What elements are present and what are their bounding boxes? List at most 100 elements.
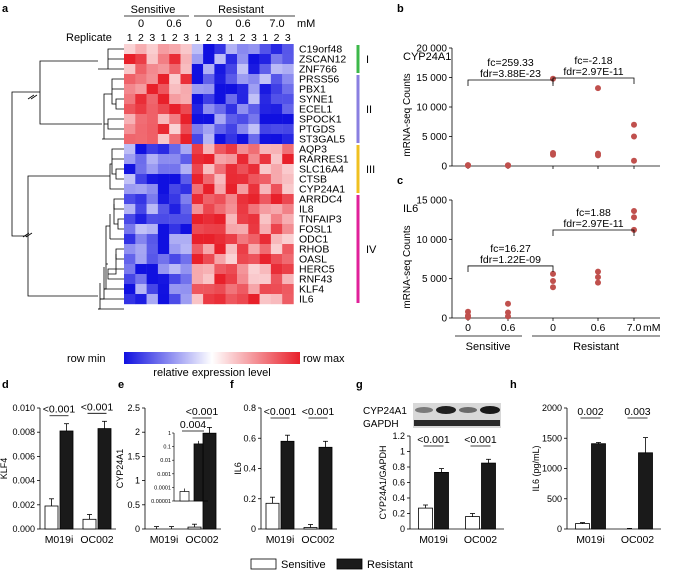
inset-bar (179, 491, 190, 502)
heatmap-cell (180, 134, 192, 145)
heatmap-cell (180, 174, 192, 185)
heatmap-cell (157, 144, 170, 155)
heatmap-cell (157, 214, 170, 225)
heatmap-cell (146, 124, 159, 135)
heatmap-cell (135, 134, 147, 145)
heatmap-cell (124, 164, 136, 175)
heatmap-cell (248, 84, 260, 95)
chart-e: 0 0.5 1 1.5 2 2.5 CYP24A1 M019i OC002 <0.001 0.000… (115, 403, 221, 546)
heatmap-cell (282, 254, 294, 265)
heatmap-legend: row min row max relative expression leve… (67, 352, 345, 379)
heatmap-cell (146, 204, 159, 215)
y-tick-label: 0 (251, 524, 256, 534)
heatmap-cell (191, 274, 204, 285)
heatmap-cell (124, 204, 136, 215)
y-tick-label: 1 (400, 447, 405, 457)
x-category-label: M019i (150, 534, 179, 546)
heatmap-cell (259, 284, 272, 295)
heatmap-cell (124, 74, 136, 85)
heatmap-cell (248, 94, 260, 105)
heatmap-cell (169, 164, 181, 175)
heatmap-cell (214, 64, 226, 75)
gene-label-ptgds: PTGDS (299, 124, 335, 136)
heatmap-cell (157, 284, 170, 295)
pvalue-label: <0.001 (43, 404, 76, 416)
panel-label-a: a (2, 3, 9, 15)
heatmap-cell (270, 104, 283, 115)
heatmap-cell (237, 84, 249, 95)
heatmap-cell (203, 214, 215, 225)
significance-bracket (552, 77, 635, 84)
heatmap-cell (214, 74, 226, 85)
heatmap-cell (191, 44, 204, 55)
pvalue-label: <0.001 (464, 434, 497, 446)
cluster-label-0: I (366, 54, 369, 66)
x-category-label: M019i (45, 534, 74, 546)
gene-label-herc5: HERC5 (299, 264, 335, 276)
data-point (631, 157, 637, 164)
heatmap-cell (214, 164, 226, 175)
gene-label-slc16a4: SLC16A4 (299, 164, 344, 176)
heatmap-cell (135, 244, 147, 255)
heatmap-cell (225, 164, 238, 175)
data-point (631, 208, 637, 214)
heatmap-cell (225, 264, 238, 275)
y-tick-label: 0.010 (12, 403, 35, 413)
heatmap-cell (248, 144, 260, 155)
heatmap-replicate-14: 3 (285, 32, 291, 44)
inset-y-tick-label: 0.0001 (154, 485, 171, 491)
heatmap-cell (146, 84, 159, 95)
heatmap-cell (146, 64, 159, 75)
y-axis-label: IL6 (233, 462, 243, 475)
heatmap-cell (248, 294, 260, 305)
heatmap-cell (169, 264, 181, 275)
gene-label-st3gal5: ST3GAL5 (299, 134, 345, 146)
heatmap-cell (135, 224, 147, 235)
scatter-x-tick-label-2: 0 (550, 322, 556, 334)
heatmap-cell (270, 274, 283, 285)
heatmap-cell (135, 114, 147, 125)
heatmap-group-sensitive: Sensitive (131, 4, 176, 16)
bar (303, 527, 318, 530)
heatmap-cell (214, 254, 226, 265)
y-tick-label: 5 000 (422, 274, 447, 285)
blot-label-gapdh: GAPDH (363, 419, 399, 430)
heatmap-cell (157, 104, 170, 115)
bar (591, 443, 606, 530)
heatmap-cell (157, 134, 170, 145)
heatmap-cell (203, 194, 215, 205)
y-tick-label: 0.6 (392, 478, 405, 488)
heatmap-cell (259, 114, 272, 125)
heatmap-cell (237, 164, 249, 175)
heatmap-cell (146, 254, 159, 265)
annotation-fdr: fdr=2.97E-11 (563, 66, 623, 78)
heatmap-cell (180, 254, 192, 265)
gene-label-rhob: RHOB (299, 244, 329, 256)
heatmap-cell (180, 44, 192, 55)
heatmap-cell (169, 54, 181, 65)
heatmap-cell (124, 114, 136, 125)
legend-swatch-sensitive (250, 558, 277, 570)
heatmap-header: Sensitive Resistant 0 0.6 0 0.6 7.0 mM R… (66, 4, 315, 44)
heatmap-cell (191, 104, 204, 115)
heatmap-cell (270, 44, 283, 55)
heatmap-cell (191, 194, 204, 205)
heatmap-cell (259, 94, 272, 105)
heatmap-cell (214, 84, 226, 95)
heatmap-cell (225, 114, 238, 125)
heatmap-cell (169, 134, 181, 145)
heatmap-cell (270, 184, 283, 195)
heatmap-cell (124, 154, 136, 165)
heatmap-cell (237, 184, 249, 195)
heatmap-cell (225, 134, 238, 145)
data-point (550, 270, 556, 277)
heatmap-cell (191, 224, 204, 235)
heatmap-replicate-11: 3 (251, 32, 257, 44)
data-point (595, 152, 601, 159)
heatmap-gene-labels: C19orf48ZSCAN12ZNF766PRSS56PBX1SYNE1ECEL… (299, 44, 349, 306)
annotation-fc: fc=16.27 (490, 243, 531, 255)
y-tick-label: 2000 (542, 403, 562, 413)
heatmap-cell (191, 154, 204, 165)
heatmap-cell (259, 264, 272, 275)
